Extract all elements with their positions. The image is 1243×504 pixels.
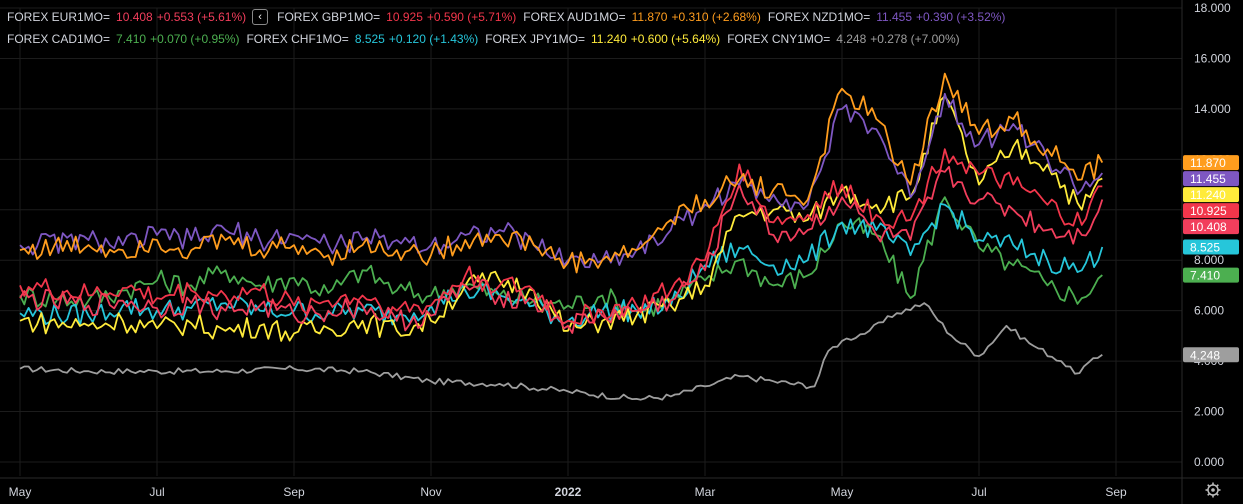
x-tick-label: Sep — [1105, 485, 1127, 499]
x-tick-label: Sep — [283, 485, 305, 499]
y-tick-label: 0.000 — [1194, 455, 1224, 469]
y-tick-label: 2.000 — [1194, 405, 1224, 419]
y-tick-label: 6.000 — [1194, 304, 1224, 318]
series-line-forex-cny1mo-[interactable] — [19, 302, 1103, 401]
series-line-forex-aud1mo-[interactable] — [19, 72, 1104, 274]
legend-change: +0.310 (+2.68%) — [671, 10, 761, 24]
badge-text: 10.408 — [1190, 220, 1227, 234]
x-tick-label: Nov — [420, 485, 441, 499]
badge-bg — [1183, 171, 1239, 187]
legend-name: FOREX CNY1MO= — [727, 32, 831, 46]
last-value-badge: 11.240 — [1183, 187, 1239, 203]
legend-change: +0.070 (+0.95%) — [150, 32, 240, 46]
legend-value: 11.455 — [876, 10, 913, 24]
legend-name: FOREX EUR1MO= — [7, 10, 111, 24]
legend-row-2: FOREX CAD1MO= 7.410 +0.070 (+0.95%) FORE… — [0, 32, 960, 46]
legend-item-cad[interactable]: FOREX CAD1MO= 7.410 +0.070 (+0.95%) — [7, 32, 239, 46]
badge-text: 11.870 — [1190, 156, 1226, 170]
gear-tooth — [1207, 492, 1211, 496]
legend-item-cny[interactable]: FOREX CNY1MO= 4.248 +0.278 (+7.00%) — [727, 32, 959, 46]
legend-change: +0.120 (+1.43%) — [388, 32, 479, 46]
x-tick-label: Jul — [149, 485, 164, 499]
x-tick-label: 2022 — [555, 485, 582, 499]
legend-change: +0.390 (+3.52%) — [916, 10, 1006, 24]
legend-item-jpy[interactable]: FOREX JPY1MO= 11.240 +0.600 (+5.64%) — [485, 32, 720, 46]
badge-text: 8.525 — [1190, 240, 1220, 254]
gear-tooth — [1215, 484, 1219, 488]
badge-bg — [1183, 187, 1239, 203]
y-tick-label: 16.000 — [1194, 51, 1231, 65]
legend-value: 11.870 — [631, 10, 668, 24]
gear-tooth — [1207, 484, 1211, 488]
badge-text: 7.410 — [1190, 269, 1220, 283]
series-line-forex-eur1mo-[interactable] — [19, 165, 1104, 334]
badge-bg — [1183, 155, 1239, 171]
gear-icon[interactable] — [1205, 482, 1221, 498]
last-value-badge: 4.248 — [1183, 347, 1239, 363]
badge-bg — [1183, 239, 1239, 255]
legend-item-chf[interactable]: FOREX CHF1MO= 8.525 +0.120 (+1.43%) — [246, 32, 478, 46]
legend-name: FOREX NZD1MO= — [767, 10, 871, 24]
last-value-badge: 11.870 — [1183, 155, 1239, 171]
badge-bg — [1183, 267, 1239, 283]
last-value-badge: 7.410 — [1183, 267, 1239, 283]
legend-value: 10.925 — [386, 10, 423, 24]
badge-bg — [1183, 347, 1239, 363]
series-line-forex-gbp1mo-[interactable] — [19, 148, 1103, 325]
gear-tooth — [1215, 492, 1219, 496]
badge-text: 4.248 — [1190, 348, 1220, 362]
gear-hub — [1211, 488, 1215, 492]
legend-name: FOREX GBP1MO= — [277, 10, 381, 24]
legend-change: +0.600 (+5.64%) — [630, 32, 721, 46]
x-tick-label: Jul — [971, 485, 986, 499]
legend-item-gbp[interactable]: FOREX GBP1MO= 10.925 +0.590 (+5.71%) — [277, 10, 516, 24]
y-tick-label: 14.000 — [1194, 102, 1231, 116]
chevron-left-icon[interactable]: ‹ — [252, 9, 269, 25]
badge-text: 11.240 — [1190, 188, 1226, 202]
last-value-badge: 8.525 — [1183, 239, 1239, 255]
last-value-badge: 10.925 — [1183, 203, 1239, 219]
legend-value: 8.525 — [354, 32, 385, 46]
legend-value: 10.408 — [116, 10, 153, 24]
legend-value: 7.410 — [116, 32, 147, 46]
legend-item-eur[interactable]: FOREX EUR1MO= 10.408 +0.553 (+5.61%) — [7, 10, 246, 24]
badge-bg — [1183, 219, 1239, 235]
badge-text: 10.925 — [1190, 204, 1227, 218]
legend-change: +0.590 (+5.71%) — [426, 10, 517, 24]
legend-change: +0.553 (+5.61%) — [156, 10, 247, 24]
badge-bg — [1183, 203, 1239, 219]
last-value-badge: 10.408 — [1183, 219, 1239, 235]
legend-name: FOREX CHF1MO= — [246, 32, 349, 46]
legend-name: FOREX AUD1MO= — [523, 10, 626, 24]
y-tick-label: 8.000 — [1194, 253, 1224, 267]
legend-change: +0.278 (+7.00%) — [870, 32, 960, 46]
x-tick-label: Mar — [695, 485, 716, 499]
y-tick-label: 18.000 — [1194, 1, 1231, 15]
last-value-badge: 11.455 — [1183, 171, 1239, 187]
series-line-forex-nzd1mo-[interactable] — [19, 92, 1104, 269]
legend-item-aud[interactable]: FOREX AUD1MO= 11.870 +0.310 (+2.68%) — [523, 10, 761, 24]
x-tick-label: May — [9, 485, 32, 499]
x-tick-label: May — [831, 485, 854, 499]
legend-name: FOREX CAD1MO= — [7, 32, 111, 46]
legend-value: 11.240 — [590, 32, 627, 46]
legend-row-1: FOREX EUR1MO= 10.408 +0.553 (+5.61%) ‹ F… — [0, 9, 1005, 25]
legend-value: 4.248 — [836, 32, 867, 46]
legend-name: FOREX JPY1MO= — [485, 32, 585, 46]
series-line-forex-cad1mo-[interactable] — [19, 196, 1103, 317]
series-line-forex-chf1mo-[interactable] — [19, 203, 1104, 328]
legend-item-nzd[interactable]: FOREX NZD1MO= 11.455 +0.390 (+3.52%) — [768, 10, 1006, 24]
badge-text: 11.455 — [1190, 172, 1226, 186]
